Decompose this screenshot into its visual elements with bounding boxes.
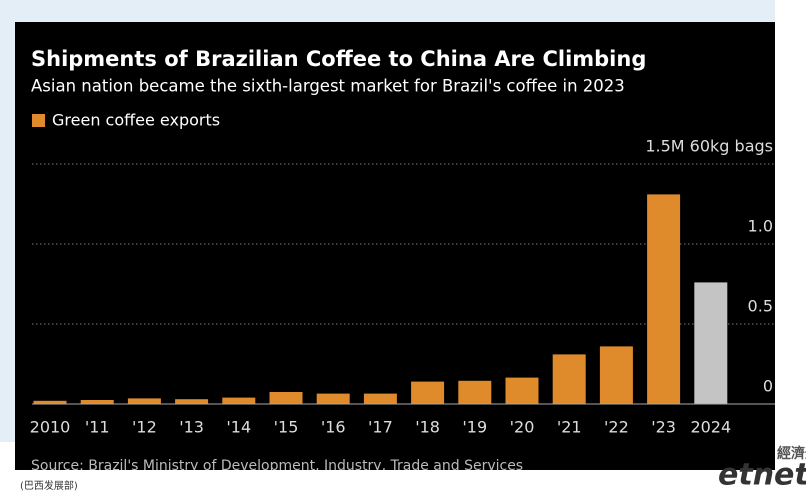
legend-label: Green coffee exports [52,111,220,130]
x-tick-label: '20 [510,418,535,437]
bar [175,399,209,404]
x-tick-label: 2024 [690,418,731,437]
source: Source: Brazil's Ministry of Development… [31,458,523,474]
x-tick-label: '23 [651,418,676,437]
bar [552,354,586,404]
bar [458,380,492,404]
x-tick-label: '22 [604,418,629,437]
bar [222,397,256,404]
x-tick-label: '21 [557,418,582,437]
x-tick-label: '11 [85,418,110,437]
y-tick-label: 0 [763,377,773,396]
y-tick-label: 1.5M 60kg bags [645,137,773,156]
x-tick-label: '14 [226,418,251,437]
bar [80,400,114,404]
y-tick-label: 1.0 [748,217,773,236]
chart-title: Shipments of Brazilian Coffee to China A… [31,47,646,71]
x-tick-label: '16 [321,418,346,437]
logo-cn: 經濟通 [777,445,806,462]
x-tick-label: '18 [415,418,440,437]
x-tick-label: '17 [368,418,393,437]
bar [411,381,445,404]
chart-subtitle: Asian nation became the sixth-largest ma… [31,77,625,96]
bar [127,398,161,404]
bar [694,282,728,404]
logo: etnet [718,458,806,491]
bar [647,194,681,404]
caption: (巴西发展部) [20,479,78,491]
bar [505,377,539,404]
x-tick-label: '13 [179,418,204,437]
bar [316,393,350,404]
plot: Shipments of Brazilian Coffee to China A… [30,47,775,474]
x-tick-label: '15 [274,418,299,437]
bar [363,393,397,404]
y-tick-label: 0.5 [748,297,773,316]
x-tick-label: '19 [462,418,487,437]
x-tick-label: 2010 [30,418,71,437]
x-tick-label: '12 [132,418,157,437]
legend-swatch [32,114,45,127]
bar [269,392,303,404]
bar [599,346,633,404]
bar [33,400,67,404]
